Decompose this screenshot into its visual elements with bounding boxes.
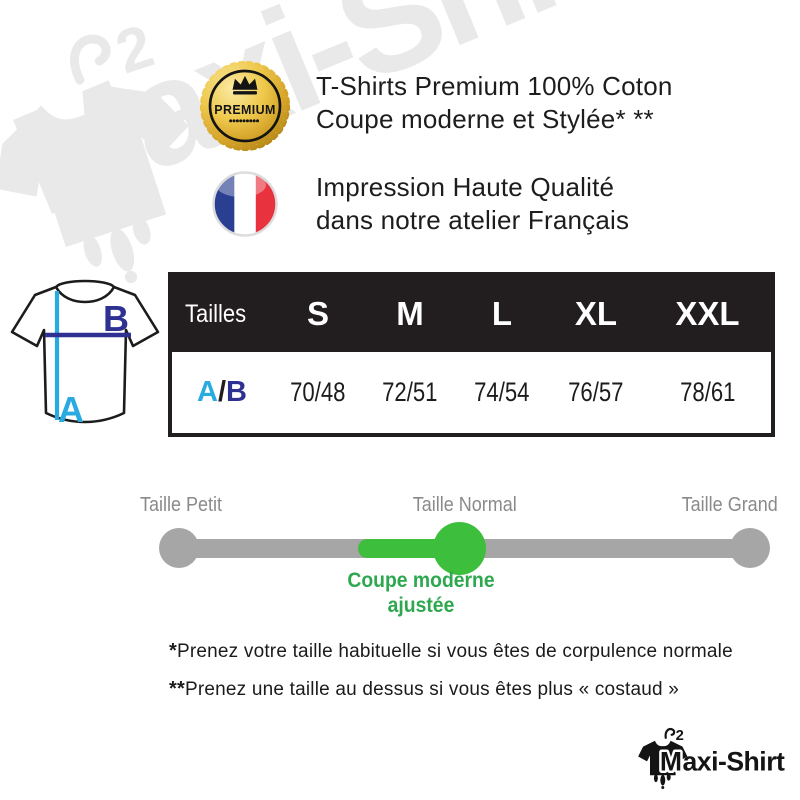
footnote-larger-size: **Prenez une taille au dessus si vous êt… bbox=[169, 678, 733, 701]
crown-base-icon bbox=[233, 91, 257, 95]
logo-drip-icon bbox=[653, 774, 658, 783]
diagram-label-b: B bbox=[103, 298, 129, 339]
value-s: 70/48 bbox=[272, 377, 364, 408]
premium-badge-icon: PREMIUM bbox=[199, 60, 291, 152]
size-column-l: L bbox=[491, 295, 513, 332]
row-label-a: A bbox=[197, 376, 218, 408]
tshirt-collar-icon bbox=[54, 279, 116, 289]
slider-knob bbox=[433, 522, 486, 575]
size-column-m: M bbox=[396, 295, 424, 332]
size-section: B A Tailles S M L XL XXL A/B 70/48 72/51 bbox=[0, 272, 800, 442]
size-table: Tailles S M L XL XXL A/B 70/48 72/51 74/… bbox=[168, 272, 775, 437]
brand-initial: M bbox=[660, 746, 682, 776]
badge-gold-disc-icon bbox=[204, 65, 286, 147]
footnote-text-1: Prenez votre taille habituelle si vous ê… bbox=[176, 641, 733, 662]
footnote-normal-size: *Prenez votre taille habituelle si vous … bbox=[169, 640, 733, 663]
slider-label-small-text: Taille Petit bbox=[140, 494, 223, 516]
watermark-drip-icon bbox=[110, 228, 135, 272]
slider-label-normal-text: Taille Normal bbox=[412, 494, 518, 516]
watermark-hanger-hook-icon bbox=[70, 34, 111, 85]
slider-endpoint-right-icon bbox=[730, 528, 770, 568]
footnote-marker-2: ** bbox=[169, 678, 185, 700]
value-m: 72/51 bbox=[364, 377, 456, 408]
feature-premium-line2: Coupe moderne et Stylée* ** bbox=[316, 104, 654, 134]
logo-hanger-hook-icon bbox=[664, 727, 676, 739]
feature-french-text: Impression Haute Qualité dans notre atel… bbox=[316, 171, 629, 238]
size-column-xxl: XXL bbox=[675, 295, 740, 332]
value-xl: 76/57 bbox=[548, 377, 644, 408]
watermark-shirt-body-icon bbox=[0, 85, 189, 247]
value-xxl: 78/61 bbox=[644, 377, 771, 408]
logo-drip-icon bbox=[660, 774, 666, 786]
slider-caption: Coupe moderne ajustée bbox=[321, 568, 521, 618]
watermark-drip-icon bbox=[83, 235, 102, 267]
measurement-row-label: A/B bbox=[172, 376, 272, 409]
watermark-shirt-logo-icon: 2 bbox=[0, 11, 189, 284]
size-table-value-row: A/B 70/48 72/51 74/54 76/57 78/61 bbox=[172, 352, 771, 433]
watermark-drip-icon bbox=[132, 217, 151, 245]
badge-inner-ring-icon bbox=[208, 69, 282, 143]
feature-premium-text: T-Shirts Premium 100% Coton Coupe modern… bbox=[316, 70, 673, 152]
slider-endpoint-left-icon bbox=[159, 528, 199, 568]
diagram-label-a: A bbox=[58, 389, 84, 430]
french-flag-icon bbox=[211, 170, 279, 238]
watermark-drip-icon bbox=[124, 270, 138, 284]
value-s-text: 70/48 bbox=[290, 377, 346, 407]
crown-icon bbox=[232, 75, 258, 90]
footnotes: *Prenez votre taille habituelle si vous … bbox=[169, 640, 733, 716]
feature-french-line2: dans notre atelier Français bbox=[316, 205, 630, 235]
tshirt-outline-icon bbox=[10, 285, 160, 424]
tshirt-measurement-diagram: B A bbox=[10, 279, 160, 430]
slider-label-normal: Taille Normal bbox=[365, 494, 565, 517]
slider-label-small: Taille Petit bbox=[140, 494, 231, 517]
logo-drip-icon bbox=[661, 786, 665, 790]
logo-shirt-body-icon bbox=[638, 740, 688, 776]
fit-slider: Taille Petit Taille Normal Taille Grand … bbox=[0, 490, 800, 625]
footnote-text-2: Prenez une taille au dessus si vous êtes… bbox=[184, 679, 680, 700]
row-label-separator: / bbox=[217, 376, 227, 408]
value-xl-text: 76/57 bbox=[568, 377, 624, 407]
slider-caption-line2: ajustée bbox=[387, 593, 455, 617]
value-l: 74/54 bbox=[456, 377, 548, 408]
feature-french-line1: Impression Haute Qualité bbox=[316, 172, 615, 202]
flag-gloss-highlight-icon bbox=[216, 173, 266, 197]
value-xxl-text: 78/61 bbox=[679, 377, 736, 407]
size-column-xl: XL bbox=[574, 295, 618, 332]
brand-logo: 2 M axi-Shirt bbox=[636, 724, 794, 790]
feature-premium-line1: T-Shirts Premium 100% Coton bbox=[316, 71, 673, 101]
value-m-text: 72/51 bbox=[382, 377, 438, 407]
row-label-b: B bbox=[226, 376, 247, 408]
premium-badge-label: PREMIUM bbox=[214, 103, 275, 117]
logo-drip-icon bbox=[666, 773, 671, 781]
slider-caption-line1: Coupe moderne bbox=[347, 568, 495, 592]
logo-superscript: 2 bbox=[676, 728, 684, 744]
feature-premium: PREMIUM T-Shirts Premium 100% Coton Coup… bbox=[199, 60, 673, 152]
badge-scalloped-edge-icon bbox=[199, 60, 291, 152]
footnote-marker-1: * bbox=[169, 640, 177, 662]
feature-french-quality: Impression Haute Qualité dans notre atel… bbox=[211, 170, 629, 238]
flag-white-stripe-icon bbox=[234, 172, 256, 236]
brand-name-rest: axi-Shirt bbox=[682, 746, 785, 776]
size-column-s: S bbox=[306, 295, 329, 332]
flag-border-icon bbox=[212, 171, 278, 237]
size-table-header-label: Tailles bbox=[172, 300, 272, 329]
slider-label-large: Taille Grand bbox=[663, 494, 778, 517]
slider-label-large-text: Taille Grand bbox=[681, 494, 778, 516]
size-table-header-label-text: Tailles bbox=[185, 299, 247, 328]
size-table-header-row: Tailles S M L XL XXL bbox=[172, 276, 771, 352]
value-l-text: 74/54 bbox=[474, 377, 530, 407]
